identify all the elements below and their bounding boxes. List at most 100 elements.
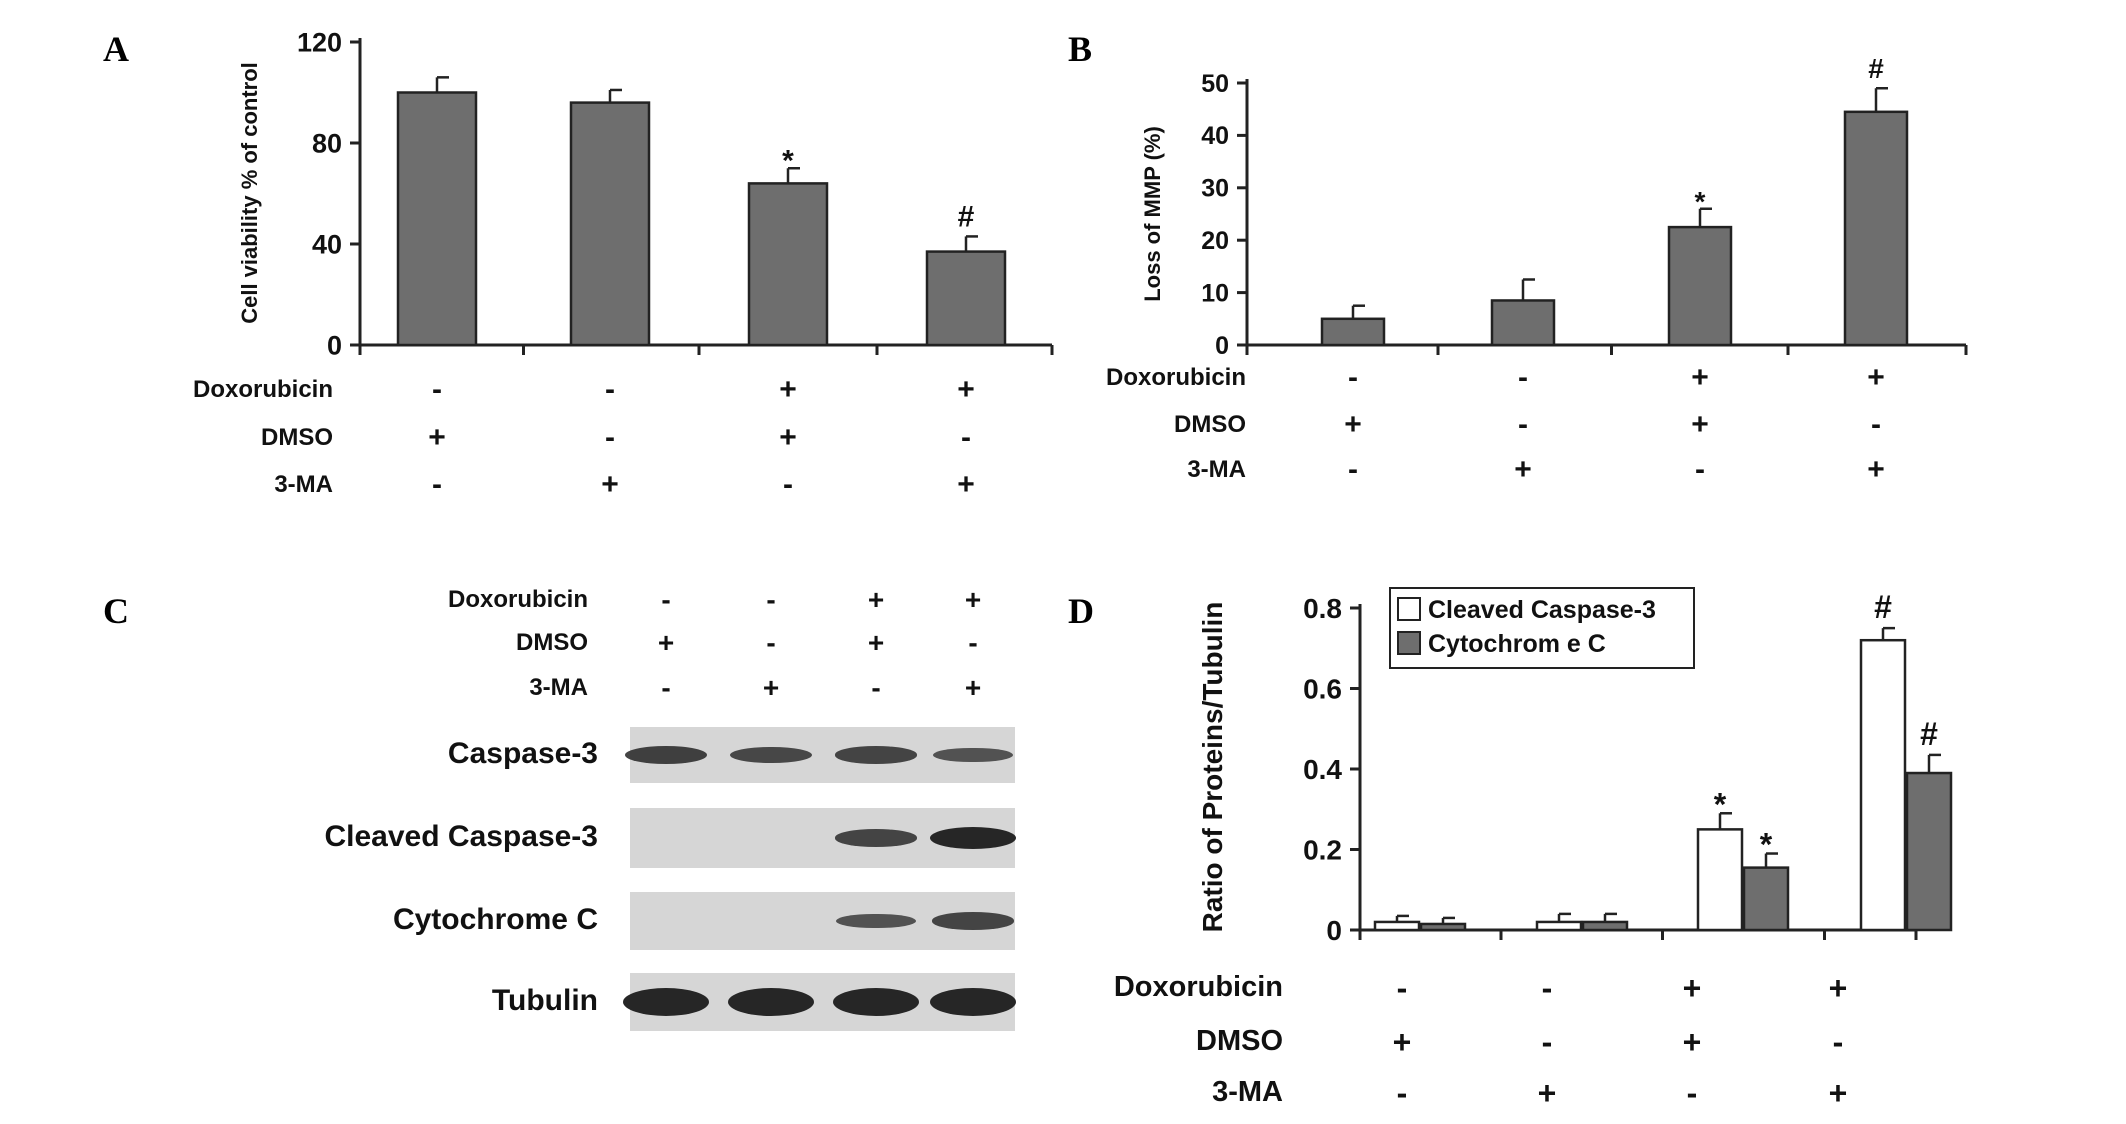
treatment-sign: - — [968, 627, 978, 658]
treatment-sign: + — [1691, 408, 1709, 441]
chart-d-y-tick-label: 0.4 — [1303, 754, 1342, 785]
chart-b-significance-mark: # — [1868, 53, 1884, 84]
chart-b-y-tick-label: 40 — [1201, 122, 1229, 150]
blot-protein-label: Cleaved Caspase-3 — [324, 820, 599, 853]
treatment-sign: + — [1828, 970, 1848, 1006]
treatment-sign: + — [762, 672, 780, 703]
treatment-sign: - — [1871, 408, 1881, 441]
chart-b-y-tick-label: 10 — [1201, 279, 1229, 307]
treatment-sign: - — [961, 421, 971, 454]
blot-band — [624, 746, 708, 764]
treatment-sign: - — [1518, 408, 1528, 441]
chart-a-bar — [569, 101, 651, 347]
chart-d-legend-swatch — [1397, 631, 1421, 655]
treatment-sign: + — [1867, 453, 1885, 486]
treatment-row-label: Doxorubicin — [1105, 363, 1246, 391]
chart-a-y-tick-label: 0 — [327, 330, 342, 360]
chart-d-legend-swatch — [1397, 597, 1421, 621]
treatment-sign: - — [1348, 361, 1358, 394]
blot-band — [933, 747, 1013, 763]
panel-letter-c: C — [103, 591, 129, 631]
treatment-sign: - — [1541, 1024, 1553, 1060]
chart-d-y-axis-label: Ratio of Proteins/Tubulin — [1197, 602, 1228, 933]
chart-b-bar — [1320, 317, 1386, 347]
chart-d-y-tick-label: 0 — [1326, 915, 1342, 946]
chart-b-bar — [1490, 299, 1556, 347]
blot-band — [930, 988, 1016, 1016]
chart-d-y-tick-label: 0.6 — [1303, 673, 1342, 704]
chart-d-bar — [1696, 828, 1744, 932]
panel-letter-d: D — [1068, 591, 1094, 631]
treatment-sign: + — [1691, 361, 1709, 394]
chart-d-bar — [1742, 866, 1790, 932]
treatment-row-label: Doxorubicin — [1113, 970, 1283, 1003]
treatment-sign: + — [779, 373, 797, 406]
blot-protein-label: Tubulin — [491, 984, 598, 1017]
chart-a-bar — [396, 91, 478, 347]
treatment-sign: + — [1344, 408, 1362, 441]
chart-b-y-tick-label: 50 — [1201, 70, 1229, 98]
treatment-sign: - — [1396, 970, 1408, 1006]
treatment-sign: + — [867, 584, 885, 615]
chart-a-bar — [925, 250, 1007, 347]
chart-d-significance-mark: # — [1920, 716, 1938, 752]
chart-a-y-tick-label: 120 — [297, 27, 342, 57]
treatment-sign: + — [601, 468, 619, 501]
blot-band — [932, 912, 1014, 930]
chart-d-legend-label: Cleaved Caspase-3 — [1428, 596, 1656, 624]
treatment-sign: + — [1537, 1075, 1557, 1111]
treatment-sign: - — [432, 468, 442, 501]
blot-band — [836, 913, 916, 929]
chart-d-bar — [1419, 922, 1467, 932]
chart-d-significance-mark: # — [1874, 589, 1892, 625]
blot-band — [623, 988, 709, 1016]
treatment-row-label: 3-MA — [274, 470, 333, 498]
chart-d-significance-mark: * — [1714, 786, 1727, 822]
treatment-sign: - — [605, 373, 615, 406]
treatment-sign: - — [661, 584, 671, 615]
panel-letter-a: A — [103, 29, 129, 69]
chart-d-significance-mark: * — [1760, 827, 1773, 863]
treatment-sign: + — [1392, 1024, 1412, 1060]
chart-a-significance-mark: # — [958, 200, 975, 233]
treatment-sign: + — [1682, 1024, 1702, 1060]
chart-d-y-tick-label: 0.2 — [1303, 834, 1342, 865]
blot-band — [835, 746, 917, 764]
treatment-row-label: 3-MA — [1187, 455, 1246, 483]
treatment-row-label: DMSO — [516, 628, 588, 656]
panel-letter-b: B — [1068, 29, 1093, 69]
treatment-row-label: Doxorubicin — [192, 375, 333, 403]
treatment-row-label: 3-MA — [529, 673, 588, 701]
treatment-sign: + — [957, 373, 975, 406]
treatment-sign: - — [661, 672, 671, 703]
treatment-sign: - — [766, 627, 776, 658]
treatment-sign: + — [1514, 453, 1532, 486]
treatment-sign: + — [964, 672, 982, 703]
chart-d-legend-label: Cytochrom e C — [1428, 630, 1606, 658]
chart-d-y-tick-label: 0.8 — [1303, 593, 1342, 624]
chart-d-legend — [1389, 587, 1695, 669]
blot-protein-label: Caspase-3 — [447, 737, 598, 770]
chart-b-significance-mark: * — [1695, 186, 1706, 217]
blot-band — [728, 988, 814, 1016]
treatment-sign: + — [428, 421, 446, 454]
chart-b-y-axis-label: Loss of MMP (%) — [1140, 126, 1165, 302]
blot-protein-label: Cytochrome C — [392, 903, 598, 936]
treatment-sign: - — [871, 672, 881, 703]
chart-b-y-tick-label: 30 — [1201, 175, 1229, 203]
treatment-sign: + — [1828, 1075, 1848, 1111]
treatment-sign: - — [1686, 1075, 1698, 1111]
treatment-sign: + — [964, 584, 982, 615]
chart-d-bar — [1859, 638, 1907, 932]
chart-d-bar — [1373, 920, 1421, 932]
chart-d-bar — [1905, 771, 1953, 932]
treatment-sign: + — [867, 627, 885, 658]
treatment-sign: - — [1518, 361, 1528, 394]
treatment-sign: - — [783, 468, 793, 501]
treatment-sign: - — [766, 584, 776, 615]
treatment-sign: - — [1832, 1024, 1844, 1060]
chart-b-bar — [1667, 225, 1733, 347]
treatment-sign: + — [779, 421, 797, 454]
